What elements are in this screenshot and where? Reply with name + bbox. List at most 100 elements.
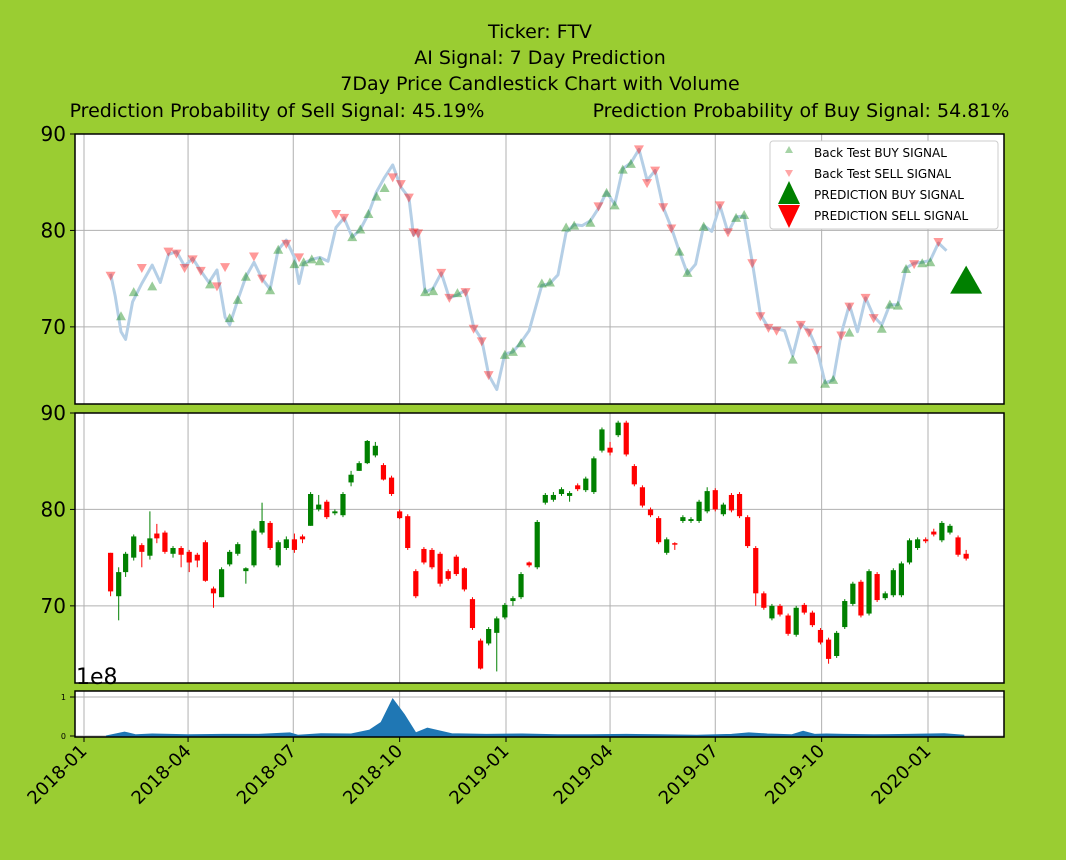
candle-body (761, 593, 767, 608)
candle-body (599, 429, 605, 451)
backtest-sell-marker (633, 145, 644, 155)
backtest-sell-marker (179, 264, 190, 274)
candle-body (308, 494, 314, 526)
candle-body (696, 501, 702, 521)
candle-body (147, 538, 153, 556)
backtest-sell-marker (666, 224, 677, 234)
volume-panel-frame (74, 690, 1005, 738)
candles (107, 420, 969, 672)
backtest-buy-marker (420, 287, 431, 297)
backtest-buy-marker (884, 299, 895, 309)
legend-prediction-buy-marker (778, 181, 800, 204)
candle-body (299, 536, 306, 540)
backtest-buy-marker (128, 287, 139, 297)
candle-panel-frame (74, 412, 1005, 684)
backtest-sell-marker (763, 323, 774, 333)
candle-body (639, 487, 646, 506)
backtest-sell-marker (844, 302, 855, 312)
backtest-buy-marker (428, 286, 439, 296)
candle-body (372, 445, 378, 456)
candle-body (615, 422, 621, 436)
candle-body (534, 521, 540, 568)
backtest-sell-marker (105, 271, 116, 281)
legend-box (769, 140, 999, 230)
backtest-buy-marker (876, 323, 887, 333)
backtest-sell-marker (395, 180, 406, 190)
candle-body (817, 629, 824, 643)
backtest-buy-marker (363, 209, 374, 219)
backtest-buy-marker (298, 257, 309, 267)
backtest-buy-marker (925, 257, 936, 267)
y-tick-label: 90 (41, 122, 66, 146)
backtest-buy-marker (147, 281, 158, 291)
candle-body (688, 519, 694, 521)
backtest-sell-marker (136, 264, 147, 274)
candle-body (712, 490, 718, 510)
legend-prediction-buy-label: PREDICTION BUY SIGNAL (814, 188, 964, 202)
candle-body (291, 539, 298, 550)
backtest-buy-marker (347, 232, 358, 242)
price-panel-grid (75, 134, 1004, 404)
candle-body (316, 504, 322, 510)
candle-body (243, 568, 249, 572)
backtest-sell-marker (257, 274, 268, 284)
candle-body (186, 551, 192, 563)
candle-body (906, 540, 913, 563)
candle-body (332, 511, 338, 514)
volume-panel-background (75, 691, 1004, 737)
candle-body (421, 548, 427, 563)
candle-body (591, 458, 597, 493)
backtest-buy-marker (289, 259, 300, 269)
candle-body (834, 632, 840, 656)
backtest-buy-marker (240, 271, 251, 281)
backtest-buy-marker (739, 210, 750, 219)
candle-body (437, 553, 443, 584)
legend-backtest-sell-label: Back Test SELL SIGNAL (814, 167, 951, 181)
backtest-buy-marker (355, 224, 366, 234)
candle-body (955, 537, 961, 555)
backtest-sell-marker (460, 288, 471, 298)
backtest-sell-marker (658, 203, 669, 213)
candle-body (170, 548, 176, 554)
candle-body (275, 542, 281, 566)
candle-body (154, 533, 160, 539)
legend-prediction-sell-marker (778, 205, 800, 228)
backtest-buy-marker (306, 254, 317, 264)
backtest-sell-marker (593, 202, 604, 212)
candle-body (769, 605, 775, 619)
legend-backtest-buy-marker (785, 146, 793, 153)
backtest-buy-marker (917, 258, 928, 268)
candle-body (607, 447, 613, 453)
candle-body (251, 530, 257, 566)
backtest-sell-marker (909, 260, 920, 270)
candle-body (777, 605, 783, 615)
backtest-sell-marker (331, 210, 342, 220)
backtest-sell-marker (650, 166, 661, 176)
candle-body (801, 604, 807, 613)
backtest-buy-marker (682, 267, 693, 277)
candle-body (397, 511, 403, 519)
candle-body (340, 494, 346, 516)
candle-body (753, 548, 759, 594)
backtest-sell-marker (403, 193, 414, 203)
backtest-buy-marker (820, 378, 831, 388)
backtest-sell-marker (642, 179, 653, 189)
candle-body (445, 571, 451, 579)
backtest-buy-marker (536, 278, 547, 288)
backtest-sell-marker (868, 314, 879, 324)
candle-body (550, 494, 557, 500)
backtest-sell-marker (187, 255, 198, 265)
backtest-buy-marker (569, 220, 580, 230)
price-panel-frame (74, 133, 1005, 405)
volume-panel: 1e8 01 (61, 665, 1005, 741)
candle-body (388, 477, 395, 494)
candle-body (631, 466, 637, 485)
candle-body (235, 544, 241, 554)
candle-body (939, 522, 945, 541)
legend-backtest-buy-label: Back Test BUY SIGNAL (814, 146, 947, 160)
candle-body (502, 604, 508, 618)
backtest-buy-marker (314, 256, 325, 266)
backtest-sell-marker (771, 326, 782, 336)
candle-body (890, 570, 896, 596)
